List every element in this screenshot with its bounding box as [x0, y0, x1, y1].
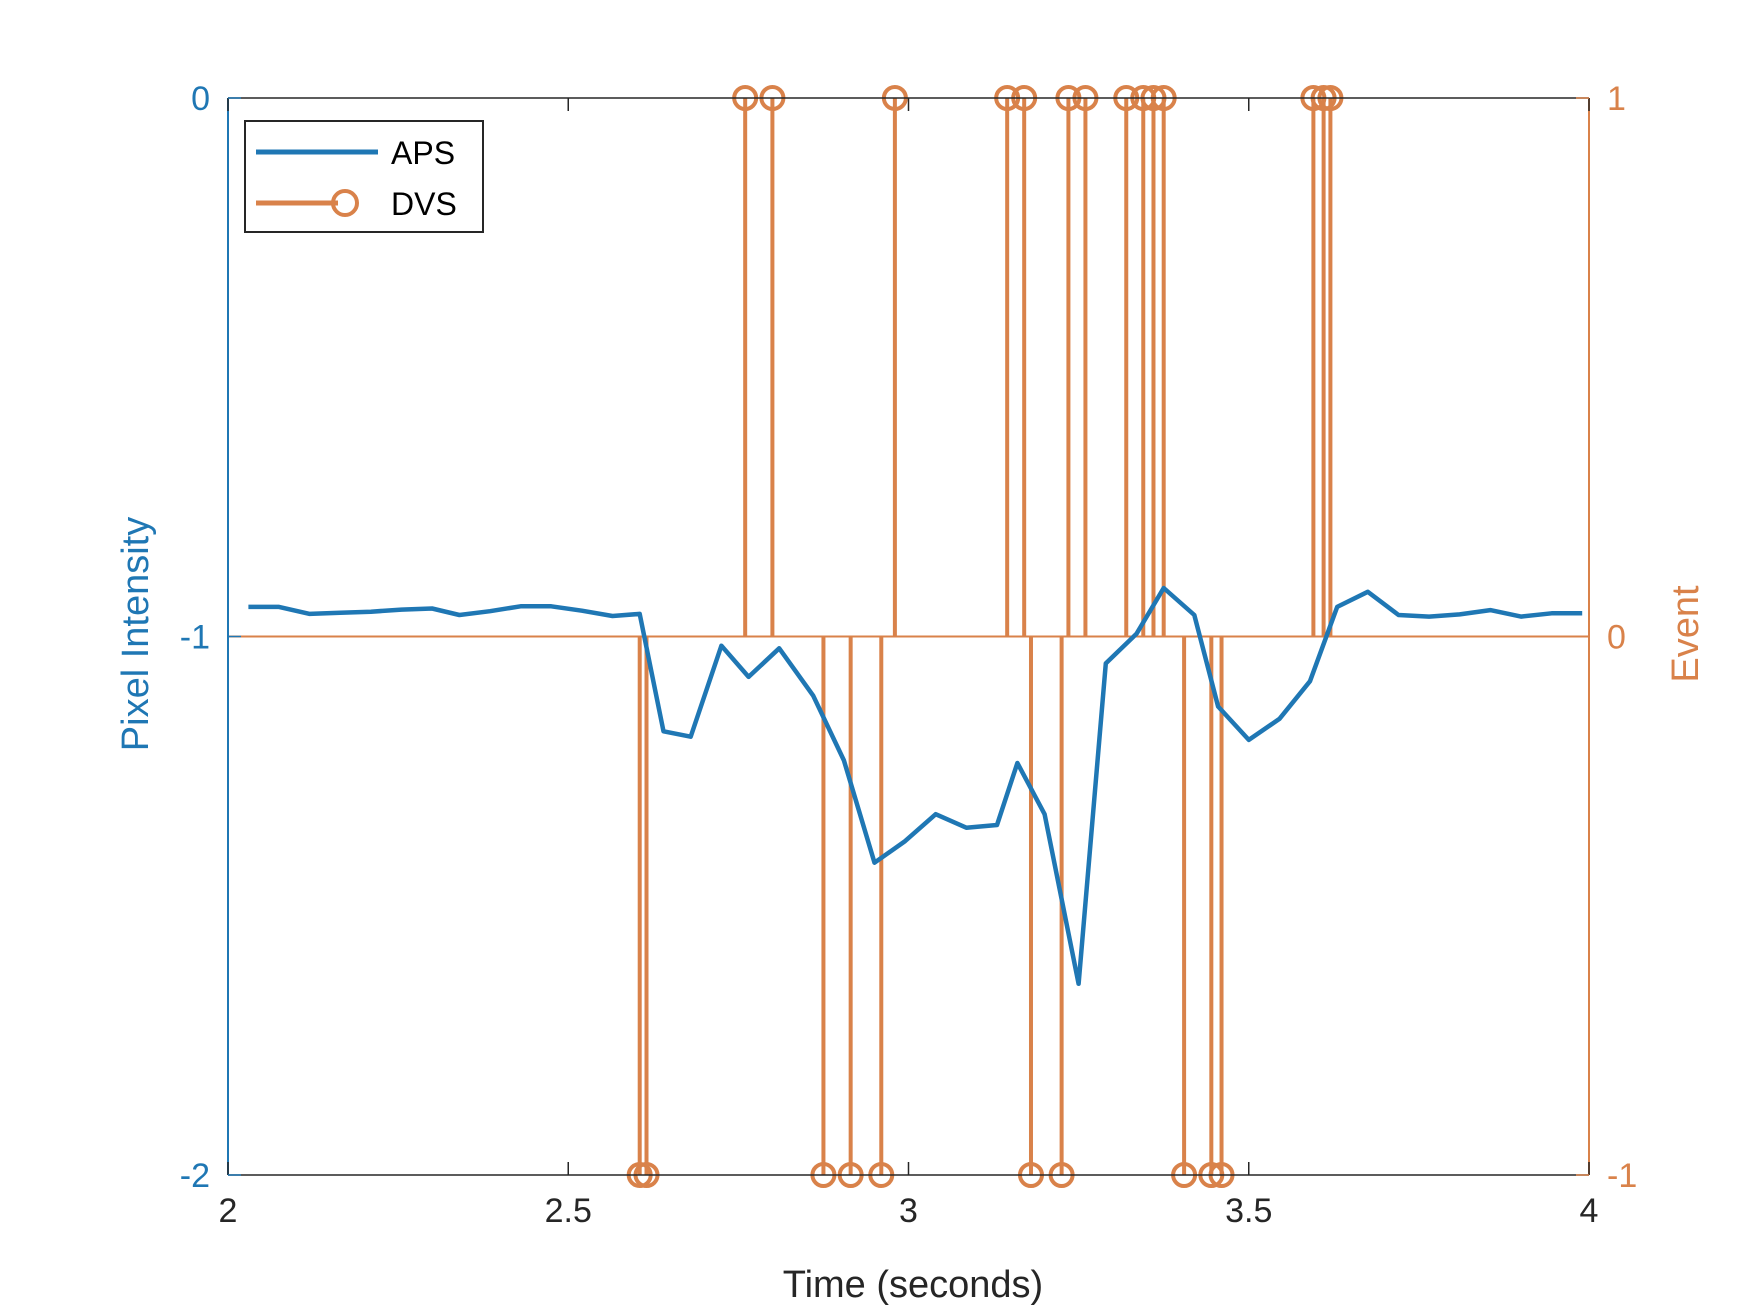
y-tick-label-left: -2 [180, 1157, 210, 1195]
x-tick-label: 3.5 [1225, 1192, 1272, 1230]
y-tick-label-left: -1 [180, 619, 210, 657]
legend-aps-label: APS [391, 135, 455, 171]
legend-box [244, 120, 484, 233]
aps-line-group [248, 585, 1583, 987]
y-axis-label-left: Pixel Intensity [115, 517, 157, 751]
x-axis-label: Time (seconds) [783, 1264, 1043, 1306]
legend: APS DVS [244, 120, 484, 233]
legend-dvs-label: DVS [391, 186, 457, 222]
y-tick-label-right: 1 [1607, 80, 1626, 118]
y-axis-label-right: Event [1665, 585, 1707, 683]
legend-dvs-marker [331, 189, 359, 217]
y-tick-label-right: -1 [1607, 1157, 1637, 1195]
x-tick-label: 4 [1580, 1192, 1599, 1230]
aps-line [248, 585, 1583, 987]
x-tick-label: 2 [219, 1192, 238, 1230]
y-tick-label-right: 0 [1607, 619, 1626, 657]
y-tick-label-left: 0 [191, 80, 210, 118]
x-tick-label: 2.5 [545, 1192, 592, 1230]
x-tick-label: 3 [899, 1192, 918, 1230]
axis-ticks: 2 2.5 3 3.5 4 -2 -1 0 -1 0 1 [180, 80, 1637, 1230]
